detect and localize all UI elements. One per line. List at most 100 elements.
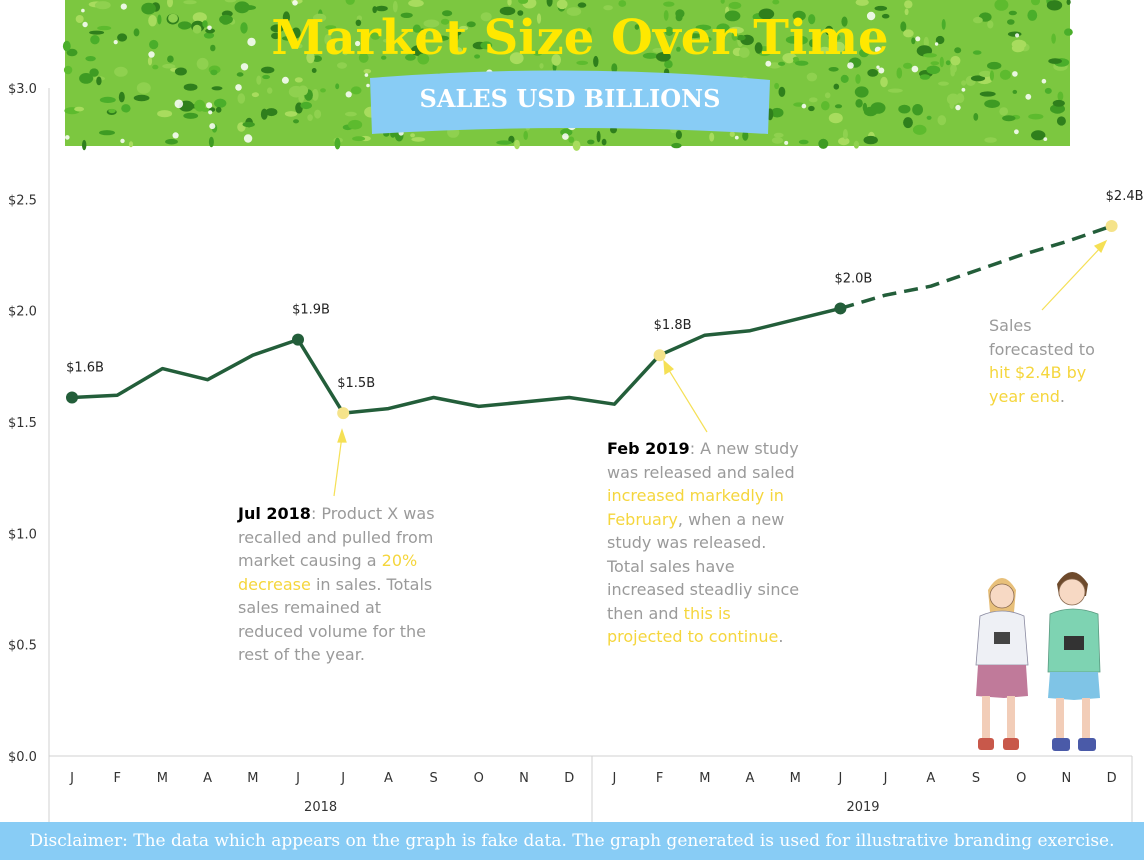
- foliage-leaf: [174, 67, 187, 76]
- foliage-leaf: [911, 37, 916, 45]
- foliage-leaf: [474, 54, 481, 59]
- foliage-leaf: [1048, 58, 1062, 64]
- foliage-leaf: [912, 124, 927, 135]
- foliage-leaf: [919, 74, 931, 80]
- foliage-leaf: [320, 88, 326, 93]
- foliage-leaf: [307, 114, 313, 121]
- foliage-leaf: [663, 10, 669, 21]
- foliage-leaf: [809, 97, 818, 103]
- annotation-jul2018-date: Jul 2018: [238, 504, 311, 523]
- foliage-leaf: [1044, 87, 1052, 94]
- foliage-leaf: [99, 96, 116, 103]
- foliage-leaf: [1027, 9, 1038, 21]
- arrow-jul2018: [333, 435, 343, 497]
- foliage-leaf: [433, 35, 449, 41]
- foliage-leaf: [149, 39, 159, 50]
- foliage-leaf: [827, 33, 841, 42]
- foliage-gap: [355, 40, 361, 47]
- foliage-gap: [207, 25, 212, 31]
- foliage-leaf: [133, 94, 150, 102]
- foliage-leaf: [736, 34, 746, 41]
- foliage-leaf: [618, 0, 627, 7]
- y-tick-label: $2.0: [8, 305, 37, 320]
- foliage-leaf: [96, 76, 102, 86]
- foliage-leaf: [405, 54, 416, 61]
- annotation-forecast: Sales forecasted to hit $2.4B by year en…: [989, 314, 1114, 408]
- foliage-leaf: [442, 10, 453, 17]
- annotation-forecast-text1: Sales forecasted to: [989, 316, 1095, 359]
- foliage-leaf: [593, 55, 599, 68]
- foliage-leaf: [546, 0, 553, 7]
- foliage-leaf: [459, 25, 469, 31]
- foliage-leaf: [480, 12, 492, 22]
- x-tick-label: J: [883, 771, 888, 786]
- foliage-leaf: [370, 31, 381, 40]
- disclaimer-text: Disclaimer: The data which appears on th…: [29, 831, 1115, 851]
- foliage-gap: [784, 140, 789, 145]
- foliage-leaf: [348, 119, 363, 130]
- foliage-leaf: [742, 130, 749, 141]
- foliage-gap: [292, 0, 298, 6]
- foliage-leaf: [828, 112, 843, 124]
- x-tick-label: F: [656, 771, 663, 786]
- foliage-leaf: [440, 18, 450, 25]
- foliage-leaf: [224, 0, 237, 3]
- kids-illustration: [975, 572, 1101, 751]
- foliage-leaf: [979, 91, 996, 97]
- arrow-forecast: [1041, 245, 1103, 311]
- x-tick-label: F: [113, 771, 120, 786]
- foliage-leaf: [382, 38, 393, 43]
- foliage-leaf: [984, 137, 997, 143]
- foliage-leaf: [903, 62, 913, 69]
- annotation-feb2019-text1: : A new study was released and saled: [607, 439, 799, 482]
- foliage-leaf: [904, 8, 909, 16]
- foliage-leaf: [165, 138, 178, 145]
- foliage-leaf: [676, 46, 681, 52]
- arrow-feb2019: [666, 366, 708, 433]
- foliage-leaf: [148, 15, 157, 27]
- girl-figure: [975, 578, 1029, 750]
- subtitle-ribbon: [370, 70, 770, 134]
- foliage-leaf: [312, 89, 319, 101]
- foliage-leaf: [133, 28, 140, 37]
- foliage-leaf: [337, 62, 347, 69]
- foliage-leaf: [904, 0, 913, 9]
- foliage-leaf: [729, 131, 735, 137]
- foliage-gap: [247, 37, 256, 47]
- foliage-leaf: [536, 13, 542, 24]
- foliage-leaf: [418, 28, 427, 39]
- annotation-forecast-text2: .: [1059, 386, 1066, 406]
- foliage-gap: [961, 87, 966, 92]
- data-point-marker: [337, 407, 350, 420]
- foliage-leaf: [880, 76, 888, 88]
- y-tick-label: $1.5: [8, 416, 37, 431]
- annotation-jul2018-text1: : Product X was recalled and pulled from…: [238, 504, 435, 570]
- foliage-leaf: [716, 23, 730, 34]
- foliage-leaf: [874, 5, 888, 11]
- foliage-leaf: [738, 47, 750, 58]
- foliage-leaf: [973, 16, 983, 24]
- foliage-leaf: [587, 139, 595, 145]
- foliage-leaf: [236, 72, 244, 77]
- foliage-leaf: [211, 86, 223, 91]
- foliage-leaf: [417, 53, 430, 65]
- foliage-leaf: [523, 130, 528, 140]
- foliage-leaf: [136, 82, 151, 94]
- foliage-leaf: [141, 2, 156, 15]
- foliage-leaf: [728, 26, 744, 34]
- foliage-leaf: [818, 138, 829, 149]
- foliage-leaf: [251, 92, 259, 98]
- y-tick-label: $0.0: [8, 750, 37, 765]
- year-label: 2018: [304, 800, 337, 815]
- foliage-leaf: [999, 69, 1011, 80]
- foliage-leaf: [1007, 31, 1022, 37]
- forecast-series-line: [839, 224, 1113, 311]
- foliage-leaf: [210, 44, 216, 52]
- disclaimer-banner: Disclaimer: The data which appears on th…: [0, 822, 1144, 860]
- foliage-leaf: [821, 101, 830, 111]
- foliage-leaf: [912, 104, 923, 116]
- arrow-jul2018-head: [337, 428, 347, 443]
- foliage-leaf: [989, 70, 995, 81]
- foliage-leaf: [798, 139, 809, 145]
- foliage-leaf: [930, 61, 940, 66]
